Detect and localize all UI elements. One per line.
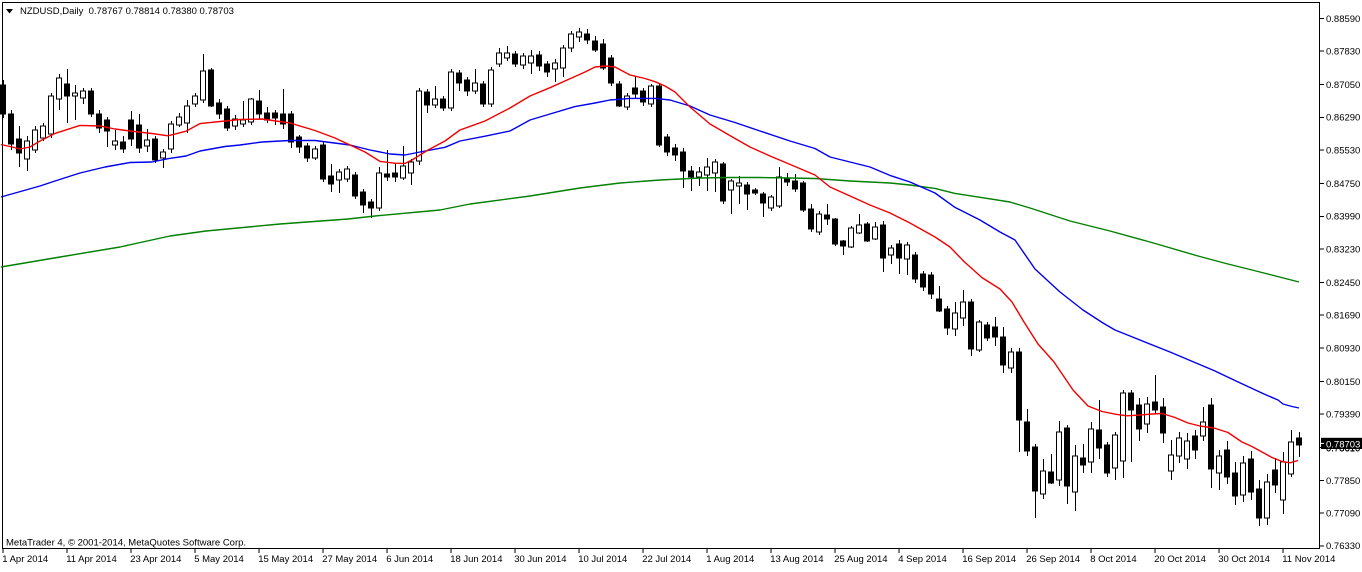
svg-text:0.83230: 0.83230 [1326,244,1360,255]
svg-text:6 Jun 2014: 6 Jun 2014 [386,554,433,565]
svg-text:15 May 2014: 15 May 2014 [258,554,313,565]
svg-text:25 Aug 2014: 25 Aug 2014 [834,554,887,565]
svg-text:0.87830: 0.87830 [1326,47,1360,58]
svg-text:1 Apr 2014: 1 Apr 2014 [2,554,48,565]
svg-text:0.77090: 0.77090 [1326,509,1360,520]
svg-text:23 Apr 2014: 23 Apr 2014 [130,554,181,565]
svg-text:0.88590: 0.88590 [1326,14,1360,25]
svg-text:0.78703: 0.78703 [1326,439,1360,450]
svg-text:1 Aug 2014: 1 Aug 2014 [706,554,754,565]
svg-text:0.79390: 0.79390 [1326,410,1360,421]
svg-text:26 Sep 2014: 26 Sep 2014 [1026,554,1080,565]
svg-text:0.81690: 0.81690 [1326,311,1360,322]
svg-text:0.78610: 0.78610 [1326,444,1360,455]
svg-text:11 Apr 2014: 11 Apr 2014 [66,554,117,565]
svg-text:11 Nov 2014: 11 Nov 2014 [1282,554,1335,565]
svg-text:8 Oct 2014: 8 Oct 2014 [1090,554,1136,565]
svg-text:0.80930: 0.80930 [1326,343,1360,354]
svg-text:0.82450: 0.82450 [1326,278,1360,289]
svg-text:0.83990: 0.83990 [1326,212,1360,223]
svg-text:16 Sep 2014: 16 Sep 2014 [962,554,1016,565]
svg-text:30 Jun 2014: 30 Jun 2014 [514,554,566,565]
svg-text:0.77850: 0.77850 [1326,476,1360,487]
svg-text:0.76330: 0.76330 [1326,541,1360,552]
svg-text:0.84750: 0.84750 [1326,179,1360,190]
svg-text:27 May 2014: 27 May 2014 [322,554,377,565]
svg-text:4 Sep 2014: 4 Sep 2014 [898,554,947,565]
svg-text:NZDUSD,Daily 0.78767 0.78814: NZDUSD,Daily 0.78767 0.78814 0.78380 0.7… [20,6,234,17]
svg-text:MetaTrader 4, © 2001-2014, Met: MetaTrader 4, © 2001-2014, MetaQuotes So… [6,538,246,549]
svg-text:0.80150: 0.80150 [1326,377,1360,388]
svg-text:0.86290: 0.86290 [1326,113,1360,124]
svg-text:13 Aug 2014: 13 Aug 2014 [770,554,823,565]
svg-text:20 Oct 2014: 20 Oct 2014 [1154,554,1206,565]
svg-text:30 Oct 2014: 30 Oct 2014 [1218,554,1270,565]
svg-text:0.85530: 0.85530 [1326,145,1360,156]
svg-text:22 Jul 2014: 22 Jul 2014 [642,554,691,565]
svg-text:10 Jul 2014: 10 Jul 2014 [578,554,627,565]
svg-text:5 May 2014: 5 May 2014 [194,554,244,565]
svg-text:0.87050: 0.87050 [1326,80,1360,91]
svg-text:18 Jun 2014: 18 Jun 2014 [450,554,502,565]
